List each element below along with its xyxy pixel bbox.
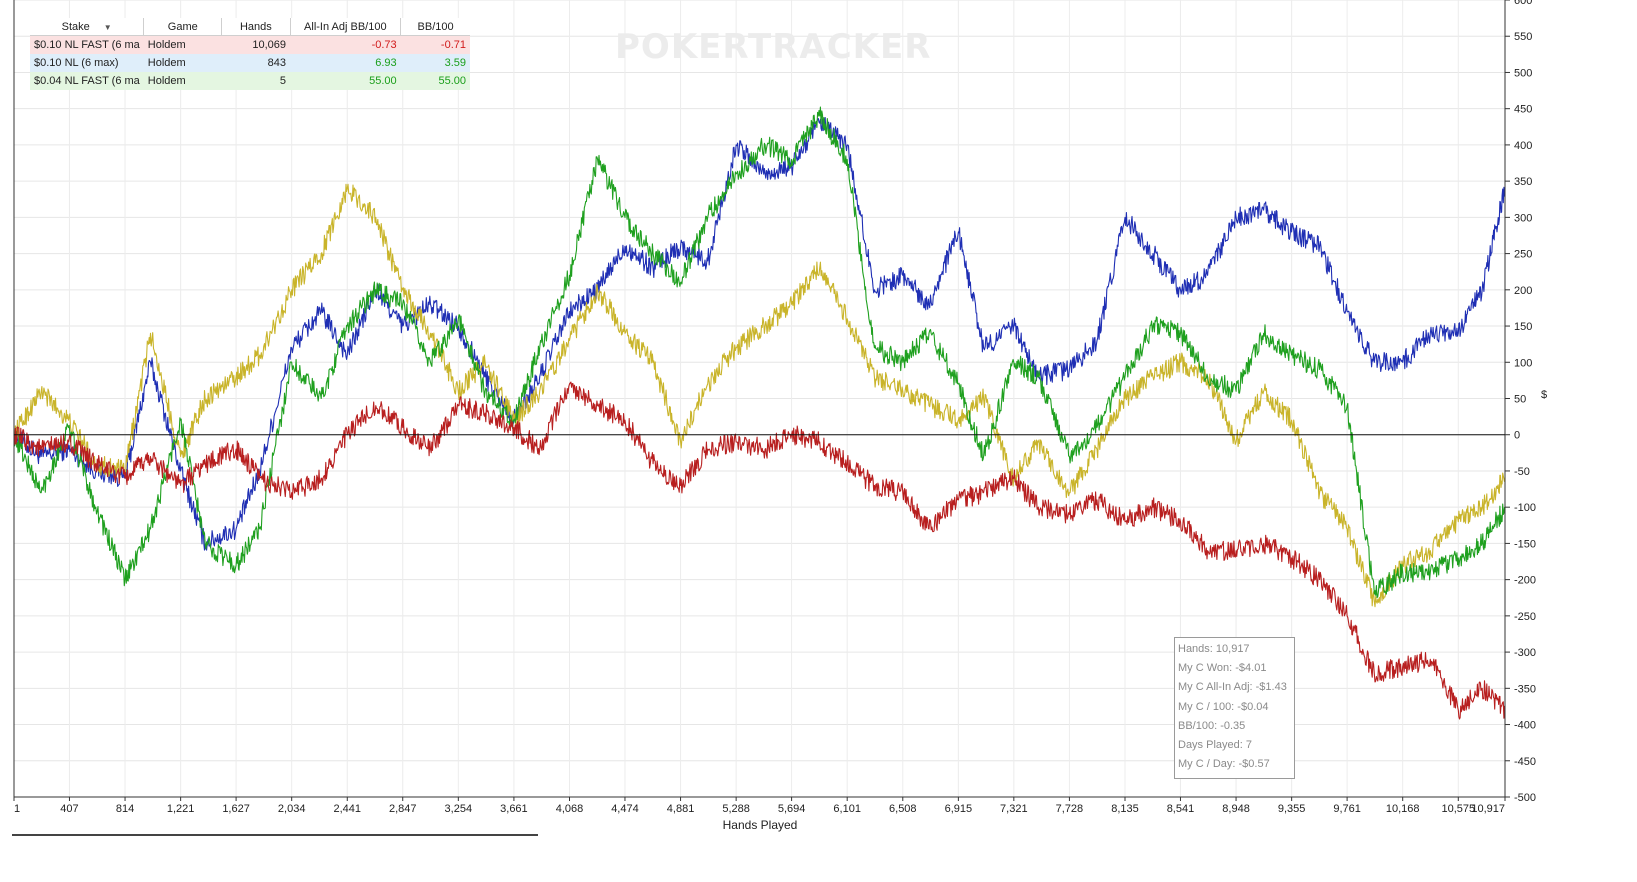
series-line-4 <box>13 381 1506 720</box>
game-cell: Holdem <box>147 75 186 87</box>
stats-hands: Hands: 10,917 <box>1178 643 1250 655</box>
hands-cell: 10,069 <box>252 39 286 51</box>
x-tick-label: 2,847 <box>389 803 417 815</box>
stats-won: My C Won: -$4.01 <box>1178 662 1267 675</box>
x-tick-label: 6,508 <box>889 803 917 815</box>
x-tick-label: 10,168 <box>1386 803 1420 815</box>
series-line-3 <box>13 106 1506 599</box>
x-tick-label: 5,288 <box>722 803 750 815</box>
watermark: POKERTRACKER <box>615 27 931 67</box>
x-tick-label: 7,728 <box>1056 803 1084 815</box>
x-tick-label: 5,694 <box>778 803 806 815</box>
y-tick-label: 450 <box>1514 104 1532 116</box>
stats-tooltip: Hands: 10,917 My C Won: -$4.01 My C All-… <box>1174 637 1295 779</box>
x-tick-label: 6,101 <box>833 803 861 815</box>
x-tick-label: 1 <box>14 803 20 815</box>
x-tick-label: 4,881 <box>667 803 695 815</box>
x-tick-label: 1,221 <box>167 803 195 815</box>
x-tick-label: 6,915 <box>945 803 973 815</box>
x-axis-title: Hands Played <box>722 818 798 832</box>
y-axis-title: $ <box>1541 389 1548 401</box>
x-tick-label: 4,474 <box>611 803 639 815</box>
x-tick-label: 9,355 <box>1278 803 1306 815</box>
y-tick-label: 600 <box>1514 0 1532 7</box>
table-row[interactable]: $0.10 NL (6 max) Holdem 843 6.93 3.59 <box>30 54 470 72</box>
x-tick-label: 8,948 <box>1222 803 1250 815</box>
bb100-cell: 3.59 <box>444 57 466 69</box>
y-tick-label: 550 <box>1514 31 1532 43</box>
x-tick-label: 9,761 <box>1333 803 1361 815</box>
x-tick-label: 8,541 <box>1167 803 1195 815</box>
horizontal-scrollbar[interactable] <box>12 834 538 836</box>
y-tick-label: 300 <box>1514 212 1532 224</box>
stake-cell: $0.04 NL FAST (6 ma <box>34 75 140 87</box>
allin-bb100-cell: -0.73 <box>371 39 397 51</box>
y-tick-label: -50 <box>1514 466 1530 478</box>
hands-cell: 843 <box>267 57 286 69</box>
x-tick-label: 2,034 <box>278 803 306 815</box>
allin-bb100-column-header[interactable]: All-In Adj BB/100 <box>290 18 402 36</box>
y-tick-label: -350 <box>1514 683 1536 695</box>
sort-down-icon[interactable]: ▼ <box>103 22 112 32</box>
hands-cell: 5 <box>279 75 286 87</box>
stake-cell: $0.10 NL (6 max) <box>34 57 119 69</box>
y-tick-label: -200 <box>1514 575 1536 587</box>
x-tick-label: 2,441 <box>334 803 362 815</box>
y-tick-label: -500 <box>1514 792 1536 804</box>
stats-days-played: Days Played: 7 <box>1178 738 1252 751</box>
allin-bb100-cell: 6.93 <box>375 57 397 69</box>
x-tick-label: 7,321 <box>1000 803 1028 815</box>
y-tick-label: 400 <box>1514 140 1532 152</box>
y-axis-ticks: -500-450-400-350-300-250-200-150-100-500… <box>1505 0 1536 804</box>
table-row[interactable]: $0.10 NL FAST (6 ma Holdem 10,069 -0.73 … <box>30 35 470 54</box>
y-tick-label: 50 <box>1514 394 1526 406</box>
stats-bb100: BB/100: -0.35 <box>1178 719 1246 732</box>
y-tick-label: -150 <box>1514 538 1536 550</box>
y-tick-label: 200 <box>1514 285 1532 297</box>
x-tick-label: 10,917 <box>1471 803 1505 815</box>
series-layer <box>13 106 1506 720</box>
x-tick-label: 1,627 <box>222 803 250 815</box>
y-tick-label: 0 <box>1514 430 1520 442</box>
table-row[interactable]: $0.04 NL FAST (6 ma Holdem 5 55.00 55.00 <box>30 72 470 90</box>
bb100-cell: 55.00 <box>438 75 466 87</box>
y-tick-label: -100 <box>1514 502 1536 514</box>
game-cell: Holdem <box>147 39 186 51</box>
y-tick-label: 250 <box>1514 249 1532 261</box>
series-line-2 <box>13 183 1506 608</box>
y-tick-label: 150 <box>1514 321 1532 333</box>
hands-column-header[interactable]: Hands <box>221 18 291 36</box>
stake-column-header[interactable]: Stake ▼ <box>30 18 145 36</box>
allin-bb100-cell: 55.00 <box>369 75 397 87</box>
game-column-header[interactable]: Game <box>143 18 223 36</box>
y-tick-label: 350 <box>1514 176 1532 188</box>
x-tick-label: 3,254 <box>445 803 473 815</box>
y-tick-label: -250 <box>1514 611 1536 623</box>
x-tick-label: 8,135 <box>1111 803 1139 815</box>
stake-cell: $0.10 NL FAST (6 ma <box>34 39 140 51</box>
bb100-column-header[interactable]: BB/100 <box>400 18 470 36</box>
y-tick-label: 500 <box>1514 67 1532 79</box>
x-tick-label: 3,661 <box>500 803 528 815</box>
x-axis-ticks: 1 407 814 1,221 1,627 2,034 2,441 2,847 3,254 3,6… <box>13 797 1506 815</box>
x-tick-label: 4,068 <box>556 803 584 815</box>
summary-table: Stake ▼ Game Hands All-In Adj BB/100 BB/1… <box>30 18 470 90</box>
y-tick-label: 100 <box>1514 357 1532 369</box>
x-tick-label: 407 <box>60 803 78 815</box>
stats-per-day: My C / Day: -$0.57 <box>1178 758 1270 771</box>
summary-header-row: Stake ▼ Game Hands All-In Adj BB/100 BB/1… <box>30 18 470 36</box>
y-tick-label: -300 <box>1514 647 1536 659</box>
stats-allin-adj: My C All-In Adj: -$1.43 <box>1178 681 1287 694</box>
x-tick-label: 10,575 <box>1441 803 1475 815</box>
y-tick-label: -400 <box>1514 720 1536 732</box>
stats-per-100: My C / 100: -$0.04 <box>1178 700 1269 713</box>
bb100-cell: -0.71 <box>440 39 466 51</box>
y-tick-label: -450 <box>1514 756 1536 768</box>
game-cell: Holdem <box>147 57 186 69</box>
x-tick-label: 814 <box>116 803 134 815</box>
